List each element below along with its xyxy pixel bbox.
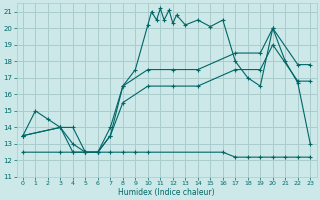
X-axis label: Humidex (Indice chaleur): Humidex (Indice chaleur) — [118, 188, 215, 197]
